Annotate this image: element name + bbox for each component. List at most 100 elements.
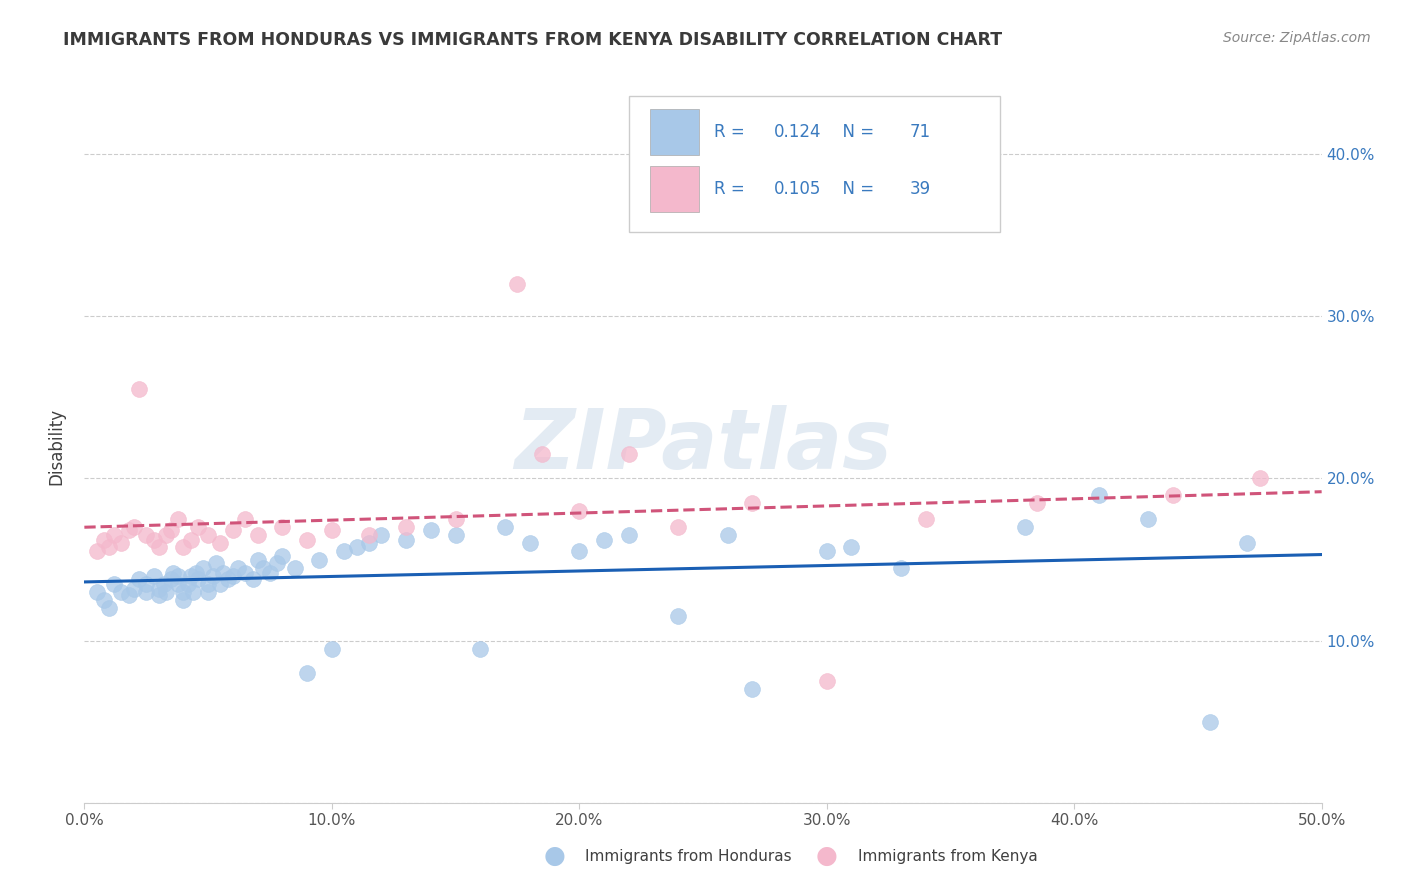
- Point: [1249, 471, 1271, 485]
- Point: [209, 536, 232, 550]
- Point: [135, 585, 157, 599]
- Point: [180, 568, 202, 582]
- Point: [1014, 520, 1036, 534]
- Point: [209, 577, 232, 591]
- Point: [308, 552, 330, 566]
- Point: [155, 528, 177, 542]
- Point: [180, 533, 202, 547]
- Point: [357, 528, 380, 542]
- Point: [617, 528, 640, 542]
- Point: [815, 544, 838, 558]
- Point: [197, 577, 219, 591]
- Text: R =: R =: [714, 180, 751, 198]
- Point: [172, 585, 194, 599]
- Point: [246, 528, 269, 542]
- Point: [110, 536, 132, 550]
- Point: [103, 528, 125, 542]
- Point: [357, 536, 380, 550]
- Point: [1137, 512, 1160, 526]
- Point: [152, 577, 174, 591]
- Text: 71: 71: [910, 123, 931, 141]
- Point: [86, 544, 108, 558]
- Point: [395, 533, 418, 547]
- Point: [172, 540, 194, 554]
- Point: [470, 641, 492, 656]
- Text: 0.124: 0.124: [773, 123, 821, 141]
- Text: ZIPatlas: ZIPatlas: [515, 406, 891, 486]
- Text: Source: ZipAtlas.com: Source: ZipAtlas.com: [1223, 31, 1371, 45]
- Point: [177, 577, 200, 591]
- Point: [226, 560, 249, 574]
- Point: [717, 528, 740, 542]
- Point: [197, 585, 219, 599]
- Point: [217, 572, 239, 586]
- Point: [333, 544, 356, 558]
- Text: ●: ●: [544, 845, 565, 868]
- Point: [187, 572, 209, 586]
- Point: [135, 528, 157, 542]
- Point: [98, 601, 121, 615]
- Point: [202, 568, 225, 582]
- Point: [271, 520, 294, 534]
- Point: [197, 528, 219, 542]
- Text: R =: R =: [714, 123, 751, 141]
- Point: [148, 582, 170, 596]
- Point: [506, 277, 529, 291]
- Point: [233, 566, 256, 580]
- Point: [666, 520, 689, 534]
- Text: ●: ●: [815, 845, 838, 868]
- Point: [184, 566, 207, 580]
- Text: N =: N =: [832, 180, 879, 198]
- Point: [914, 512, 936, 526]
- Point: [1236, 536, 1258, 550]
- Point: [242, 572, 264, 586]
- Point: [346, 540, 368, 554]
- Point: [295, 666, 318, 681]
- Point: [1199, 714, 1222, 729]
- Point: [181, 585, 204, 599]
- Point: [1161, 488, 1184, 502]
- Point: [259, 566, 281, 580]
- Point: [741, 682, 763, 697]
- Point: [142, 533, 165, 547]
- Point: [222, 568, 245, 582]
- Point: [444, 512, 467, 526]
- Point: [890, 560, 912, 574]
- Point: [321, 524, 343, 538]
- Text: Immigrants from Honduras: Immigrants from Honduras: [585, 849, 792, 863]
- Point: [593, 533, 616, 547]
- Point: [142, 568, 165, 582]
- Point: [212, 566, 235, 580]
- Point: [444, 528, 467, 542]
- Point: [295, 533, 318, 547]
- Point: [1026, 496, 1049, 510]
- Point: [128, 382, 150, 396]
- Point: [135, 577, 157, 591]
- Point: [86, 585, 108, 599]
- Point: [841, 540, 863, 554]
- Point: [122, 582, 145, 596]
- Point: [204, 556, 226, 570]
- Point: [191, 560, 214, 574]
- Point: [666, 609, 689, 624]
- Point: [284, 560, 307, 574]
- Text: Immigrants from Kenya: Immigrants from Kenya: [858, 849, 1038, 863]
- Point: [419, 524, 441, 538]
- Point: [103, 577, 125, 591]
- Point: [617, 447, 640, 461]
- Point: [160, 524, 183, 538]
- Point: [252, 560, 274, 574]
- Point: [93, 533, 115, 547]
- Point: [167, 568, 190, 582]
- Point: [155, 585, 177, 599]
- Point: [519, 536, 541, 550]
- Point: [568, 544, 591, 558]
- Point: [815, 674, 838, 689]
- Point: [741, 496, 763, 510]
- Point: [118, 524, 141, 538]
- Text: IMMIGRANTS FROM HONDURAS VS IMMIGRANTS FROM KENYA DISABILITY CORRELATION CHART: IMMIGRANTS FROM HONDURAS VS IMMIGRANTS F…: [63, 31, 1002, 49]
- Point: [494, 520, 516, 534]
- Point: [370, 528, 392, 542]
- Point: [266, 556, 288, 570]
- Point: [321, 641, 343, 656]
